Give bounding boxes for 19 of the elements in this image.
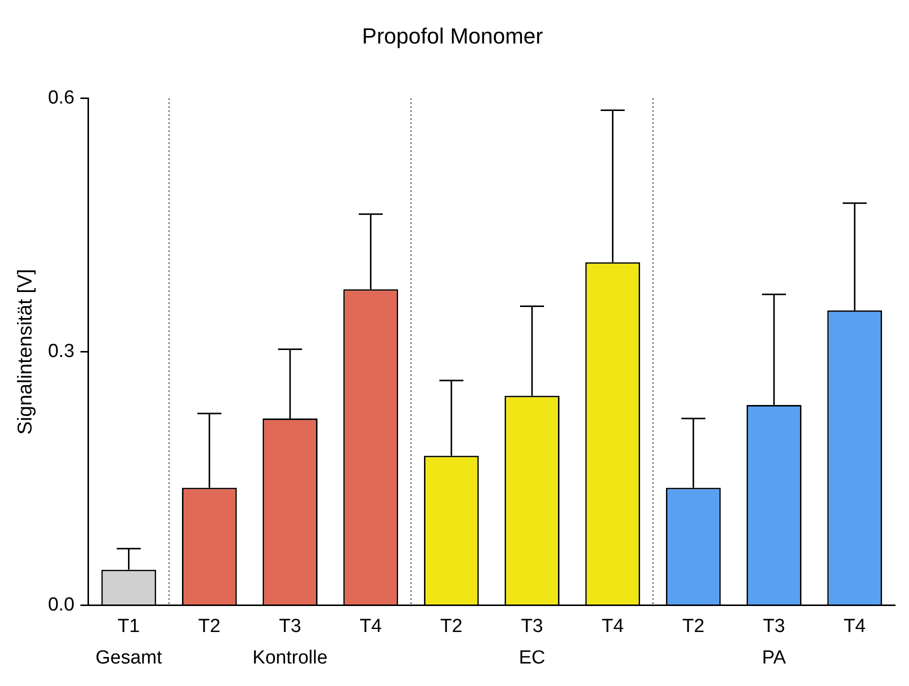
y-tick-label: 0.3 — [48, 341, 74, 362]
y-tick-label: 0.0 — [48, 594, 74, 616]
x-tick-label: T1 — [118, 616, 140, 637]
x-tick-label: T2 — [198, 616, 220, 637]
chart-title: Propofol Monomer — [362, 23, 543, 48]
x-tick-label: T3 — [762, 616, 786, 637]
y-tick-label: 0.6 — [48, 88, 74, 109]
x-tick-label: T3 — [520, 616, 544, 637]
x-tick-label: T4 — [602, 616, 624, 637]
text: Gesamt — [95, 647, 163, 668]
x-tick-label: T2 — [682, 616, 704, 637]
y-axis-title: Signalintensität [V] — [14, 268, 37, 435]
text: PA — [762, 647, 786, 668]
x-tick-label: T4 — [844, 616, 866, 637]
x-tick-label: T3 — [278, 616, 302, 637]
x-tick-label: T2 — [440, 616, 462, 637]
text: EC — [518, 647, 546, 668]
x-tick-label: T4 — [360, 616, 382, 637]
text: Kontrolle — [252, 647, 328, 668]
